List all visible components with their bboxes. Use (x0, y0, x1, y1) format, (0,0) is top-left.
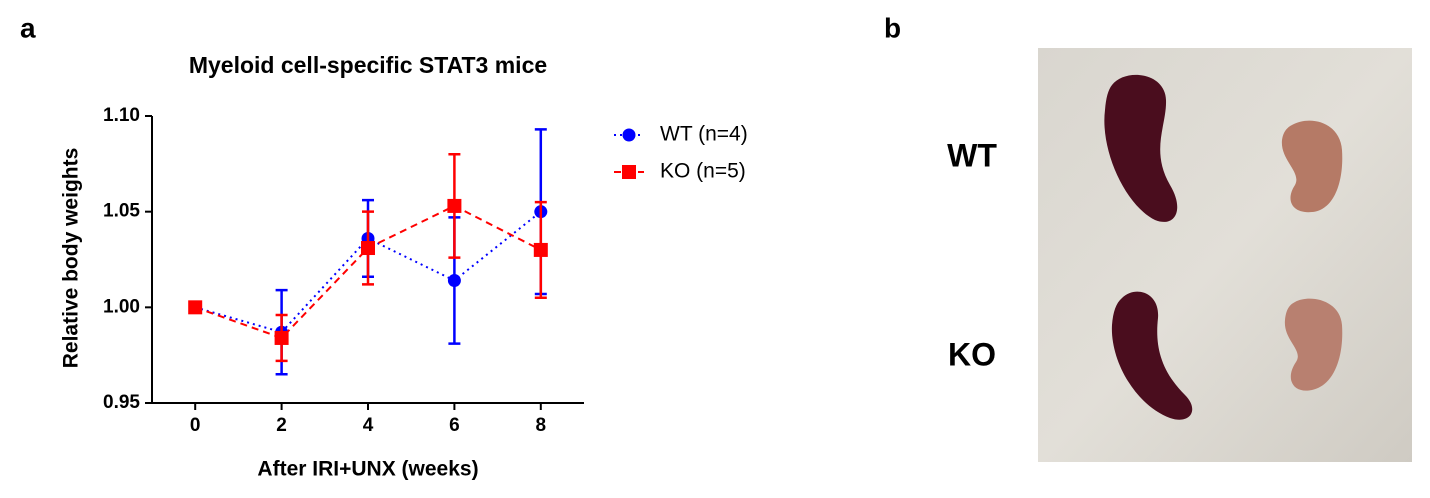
x-tick-label: 6 (449, 415, 460, 436)
point (447, 274, 461, 288)
kidney (1284, 298, 1343, 391)
x-tick-label: 8 (536, 415, 547, 436)
photo: WT KO (947, 48, 1412, 462)
kidney (1104, 74, 1178, 222)
x-tick-label: 0 (190, 415, 201, 436)
kidney (1281, 120, 1343, 213)
legend-marker (622, 165, 636, 179)
x-tick-label: 4 (363, 415, 374, 436)
point (361, 241, 375, 256)
x-axis-label: After IRI+UNX (weeks) (257, 458, 478, 481)
photo-background (1038, 48, 1412, 462)
x-tick-label: 2 (276, 415, 287, 436)
point (447, 198, 462, 213)
point (533, 242, 548, 257)
series (188, 153, 548, 363)
panel-label: b (884, 12, 901, 43)
legend-label: KO (n=5) (660, 160, 746, 183)
point (274, 330, 289, 345)
y-tick-label: 1.00 (103, 296, 140, 317)
y-axis-label: Relative body weights (60, 148, 83, 369)
chart-title: Myeloid cell-specific STAT3 mice (189, 52, 547, 78)
y-tick-label: 1.05 (103, 201, 140, 222)
kidney (1111, 291, 1193, 420)
y-tick-label: 1.10 (103, 105, 140, 126)
photo-label: WT (947, 137, 997, 173)
legend-marker (622, 128, 636, 142)
legend-label: WT (n=4) (660, 123, 748, 146)
point (188, 300, 203, 315)
photo-label: KO (948, 336, 996, 372)
panel-label: a (20, 12, 36, 43)
y-tick-label: 0.95 (103, 392, 140, 413)
